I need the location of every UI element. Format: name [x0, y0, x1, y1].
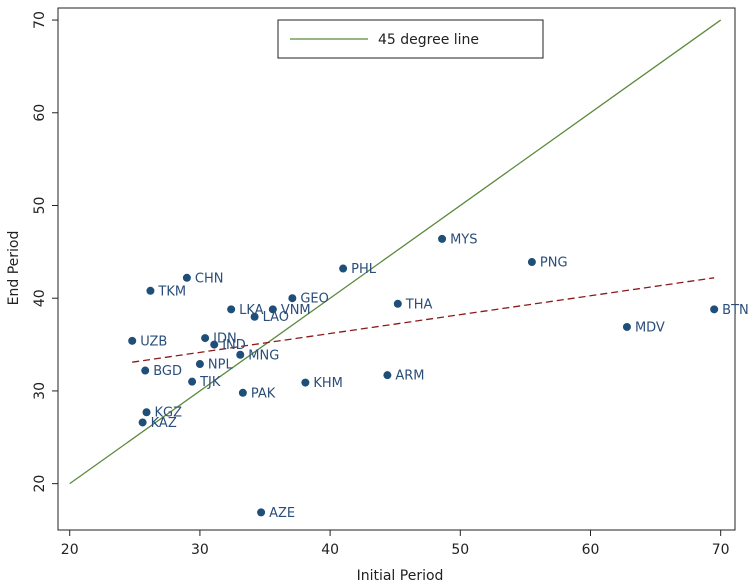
- point: [301, 378, 310, 387]
- point: [622, 322, 631, 331]
- point: [339, 264, 348, 273]
- point-label: BGD: [153, 364, 182, 379]
- point-label: GEO: [300, 292, 329, 307]
- point-label: VNM: [281, 303, 311, 318]
- point: [142, 408, 151, 417]
- y-tick-label: 20: [32, 475, 48, 493]
- point-label: TJK: [199, 375, 221, 390]
- point: [257, 508, 266, 517]
- point: [527, 258, 536, 267]
- y-tick-label: 70: [32, 11, 48, 29]
- point: [128, 336, 137, 345]
- legend-label: 45 degree line: [378, 32, 479, 48]
- line: [132, 277, 715, 363]
- point-label: MNG: [248, 348, 279, 363]
- point-label: AZE: [269, 506, 295, 521]
- point: [138, 418, 147, 427]
- point: [710, 305, 719, 314]
- point-label: PAK: [251, 386, 276, 401]
- point-label: LAO: [263, 310, 289, 325]
- point-label: UZB: [140, 334, 167, 349]
- point: [210, 340, 219, 349]
- x-tick-label: 70: [712, 542, 730, 558]
- point: [182, 273, 191, 282]
- y-axis-label: End Period: [6, 231, 22, 306]
- point-label: NPL: [208, 358, 234, 373]
- point-label: BTN: [722, 303, 749, 318]
- line: [69, 19, 722, 485]
- point: [393, 299, 402, 308]
- point-label: CHN: [195, 271, 224, 286]
- x-tick-label: 60: [582, 542, 600, 558]
- point: [141, 366, 150, 375]
- y-tick-label: 40: [32, 289, 48, 307]
- point-label: TKM: [157, 284, 186, 299]
- x-tick-label: 50: [451, 542, 469, 558]
- y-tick-label: 30: [32, 382, 48, 400]
- point-label: MYS: [450, 232, 477, 247]
- point: [188, 377, 197, 386]
- point: [146, 286, 155, 295]
- point: [238, 388, 247, 397]
- point-label: THA: [405, 297, 433, 312]
- y-tick-label: 50: [32, 197, 48, 215]
- point: [438, 234, 447, 243]
- x-tick-label: 40: [321, 542, 339, 558]
- point: [250, 312, 259, 321]
- y-tick-label: 60: [32, 104, 48, 122]
- point: [288, 294, 297, 303]
- point: [268, 305, 277, 314]
- point-label: PHL: [351, 262, 377, 277]
- point-label: KAZ: [151, 416, 177, 431]
- point: [195, 360, 204, 369]
- point: [201, 334, 210, 343]
- x-tick-label: 30: [191, 542, 209, 558]
- point: [236, 350, 245, 359]
- plot-frame: [57, 7, 736, 531]
- point: [383, 371, 392, 380]
- point-label: MDV: [635, 320, 665, 335]
- point: [227, 305, 236, 314]
- point-label: KHM: [313, 376, 343, 391]
- point-label: KGZ: [155, 406, 183, 421]
- point-label: IND: [222, 338, 246, 353]
- point-label: ARM: [395, 369, 424, 384]
- x-tick-label: 20: [61, 542, 79, 558]
- point-label: IDN: [213, 332, 237, 347]
- x-axis-label: Initial Period: [357, 568, 444, 584]
- point-label: PNG: [540, 256, 568, 271]
